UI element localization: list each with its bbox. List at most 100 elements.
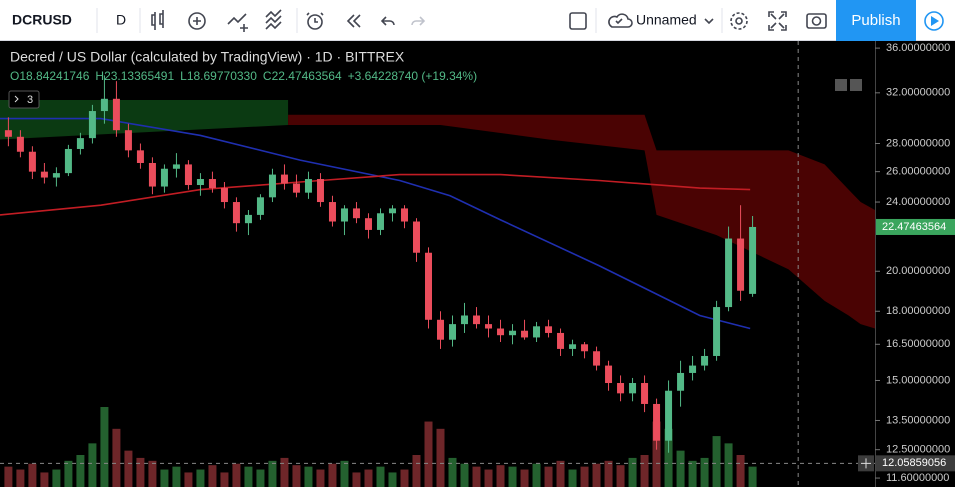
- symbol[interactable]: DCRUSD: [12, 12, 72, 28]
- candle-body: [485, 324, 493, 329]
- candle-body: [749, 226, 757, 294]
- candle-body: [244, 214, 252, 224]
- alert-clock-button[interactable]: [306, 12, 324, 30]
- settings-button[interactable]: [730, 12, 748, 30]
- volume-bar: [16, 469, 25, 487]
- candle-body: [376, 213, 384, 230]
- candle-body: [461, 315, 469, 325]
- candle-body: [124, 130, 132, 151]
- legend-value: C22.47463564: [263, 69, 342, 83]
- candle-body: [605, 365, 613, 384]
- candle-body: [665, 390, 673, 441]
- volume-bar: [496, 465, 505, 487]
- volume-bar: [748, 466, 757, 487]
- layout-button[interactable]: [569, 12, 587, 30]
- volume-bar: [136, 457, 145, 487]
- candle-body: [208, 179, 216, 189]
- volume-bar: [664, 428, 673, 487]
- last-price-label: 22.47463564: [882, 221, 946, 233]
- candle-body: [136, 150, 144, 163]
- candle-body: [160, 168, 168, 187]
- stream-button[interactable]: [924, 11, 944, 31]
- candle-body: [340, 208, 348, 222]
- y-tick-label: 36.00000000: [886, 42, 950, 54]
- candle-body: [148, 162, 156, 187]
- volume-bar: [652, 421, 661, 487]
- volume-bar: [196, 469, 205, 487]
- layout-menu[interactable]: [704, 18, 714, 25]
- volume-bar: [328, 463, 337, 487]
- volume-bar: [268, 460, 277, 487]
- compare-button[interactable]: [227, 13, 248, 32]
- volume-bar: [244, 466, 253, 487]
- pane-maximize[interactable]: [850, 79, 862, 91]
- moving-average: [0, 173, 751, 216]
- indicators-button[interactable]: [188, 12, 206, 30]
- y-tick-label: 32.00000000: [886, 87, 950, 99]
- candle-body: [4, 130, 12, 137]
- volume-bar: [628, 457, 637, 487]
- candle-body: [533, 326, 541, 338]
- volume-bar: [4, 466, 13, 487]
- publish-label[interactable]: Publish: [851, 12, 900, 29]
- candle-body: [232, 202, 240, 224]
- legend-value: H23.13365491: [95, 69, 174, 83]
- volume-bar: [412, 455, 421, 487]
- candle-body: [581, 344, 589, 352]
- y-tick-label: 18.00000000: [886, 305, 950, 317]
- interval[interactable]: D: [116, 12, 126, 28]
- chevron: [14, 95, 19, 103]
- candle-body: [40, 171, 48, 178]
- candle-body: [725, 238, 733, 308]
- volume-bar: [112, 428, 121, 487]
- layout-name[interactable]: Unnamed: [636, 12, 697, 28]
- fullscreen-button[interactable]: [768, 11, 787, 31]
- candle-body: [196, 179, 204, 186]
- snapshot-button[interactable]: [806, 13, 827, 29]
- candle-body: [557, 332, 565, 349]
- candle-body: [364, 218, 372, 230]
- volume-bar: [100, 407, 109, 487]
- undo-button[interactable]: [380, 16, 395, 26]
- candle-body: [424, 252, 432, 320]
- y-tick-label: 13.50000000: [886, 414, 950, 426]
- redo-button[interactable]: [411, 16, 426, 26]
- volume-bar: [556, 460, 565, 487]
- y-tick-label: 28.00000000: [886, 137, 950, 149]
- volume-bar: [400, 469, 409, 487]
- volume-bar: [256, 469, 265, 487]
- cloud: [0, 100, 289, 140]
- volume-bar: [40, 472, 49, 487]
- y-tick-label: 20.00000000: [886, 265, 950, 277]
- volume-bar: [88, 443, 97, 487]
- candle-body: [617, 383, 625, 394]
- volume-bar: [376, 466, 385, 487]
- candle-body: [220, 188, 228, 203]
- volume-bar: [436, 428, 445, 487]
- candle-body: [509, 330, 517, 336]
- chart-style-button[interactable]: [151, 10, 164, 30]
- crosshair-price-box: [876, 455, 955, 472]
- publish-button[interactable]: [836, 0, 916, 41]
- volume-bar: [220, 472, 229, 487]
- volume-bar: [544, 466, 553, 487]
- volume-bar: [316, 469, 325, 487]
- indicators-toggle[interactable]: [8, 90, 40, 109]
- pane-collapse[interactable]: [835, 79, 847, 91]
- y-tick-label: 26.00000000: [886, 166, 950, 178]
- replay-button[interactable]: [346, 14, 361, 28]
- volume-bar: [520, 469, 529, 487]
- alerts-button[interactable]: [265, 9, 282, 30]
- volume-bar: [352, 472, 361, 487]
- candle-body: [521, 330, 529, 338]
- candle-body: [280, 174, 288, 184]
- candle-body: [400, 208, 408, 222]
- volume-bar: [676, 450, 685, 487]
- volume-bar: [460, 463, 469, 487]
- volume-bar: [208, 465, 217, 487]
- moving-average: [0, 117, 751, 330]
- candle-body: [64, 148, 72, 174]
- candle-body: [52, 173, 60, 178]
- candle-body: [28, 151, 36, 172]
- volume-bar: [304, 466, 313, 487]
